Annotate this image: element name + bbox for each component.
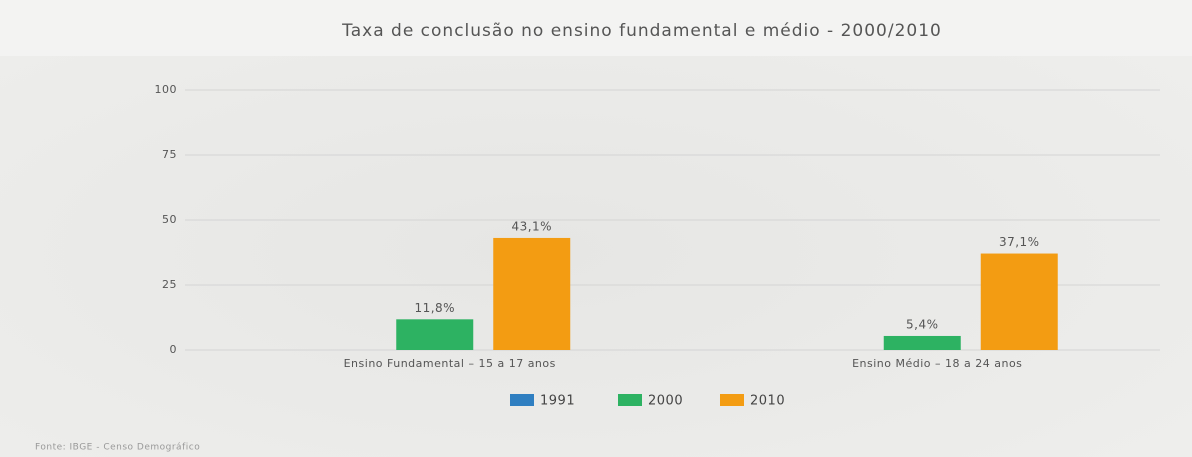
y-tick-label: 100 [155, 83, 178, 96]
legend-label: 1991 [540, 394, 575, 409]
bar [493, 237, 571, 350]
y-tick-label: 75 [162, 148, 177, 161]
value-label: 11,8% [414, 301, 455, 315]
y-tick-label: 50 [162, 213, 177, 226]
y-tick-label: 0 [170, 343, 178, 356]
x-tick-label: Ensino Fundamental – 15 a 17 anos [344, 357, 556, 370]
bar [396, 319, 474, 350]
bar [883, 335, 961, 350]
legend-label: 2010 [750, 394, 785, 409]
value-label: 37,1% [999, 235, 1040, 249]
legend-swatch [720, 394, 744, 406]
value-label: 5,4% [906, 317, 939, 331]
bar [980, 253, 1058, 350]
title-bar [0, 0, 1192, 56]
chart-title: Taxa de conclusão no ensino fundamental … [341, 21, 942, 41]
legend-swatch [618, 394, 642, 406]
y-tick-label: 25 [162, 278, 177, 291]
x-tick-label: Ensino Médio – 18 a 24 anos [852, 357, 1022, 370]
legend-swatch [510, 394, 534, 406]
value-label: 43,1% [511, 219, 552, 233]
legend-label: 2000 [648, 394, 683, 409]
source: Fonte: IBGE - Censo Demográfico [35, 443, 200, 453]
